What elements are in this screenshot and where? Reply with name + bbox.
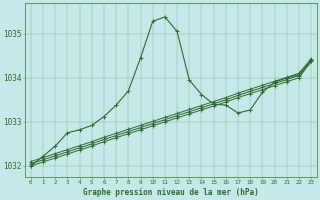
X-axis label: Graphe pression niveau de la mer (hPa): Graphe pression niveau de la mer (hPa) bbox=[83, 188, 259, 197]
